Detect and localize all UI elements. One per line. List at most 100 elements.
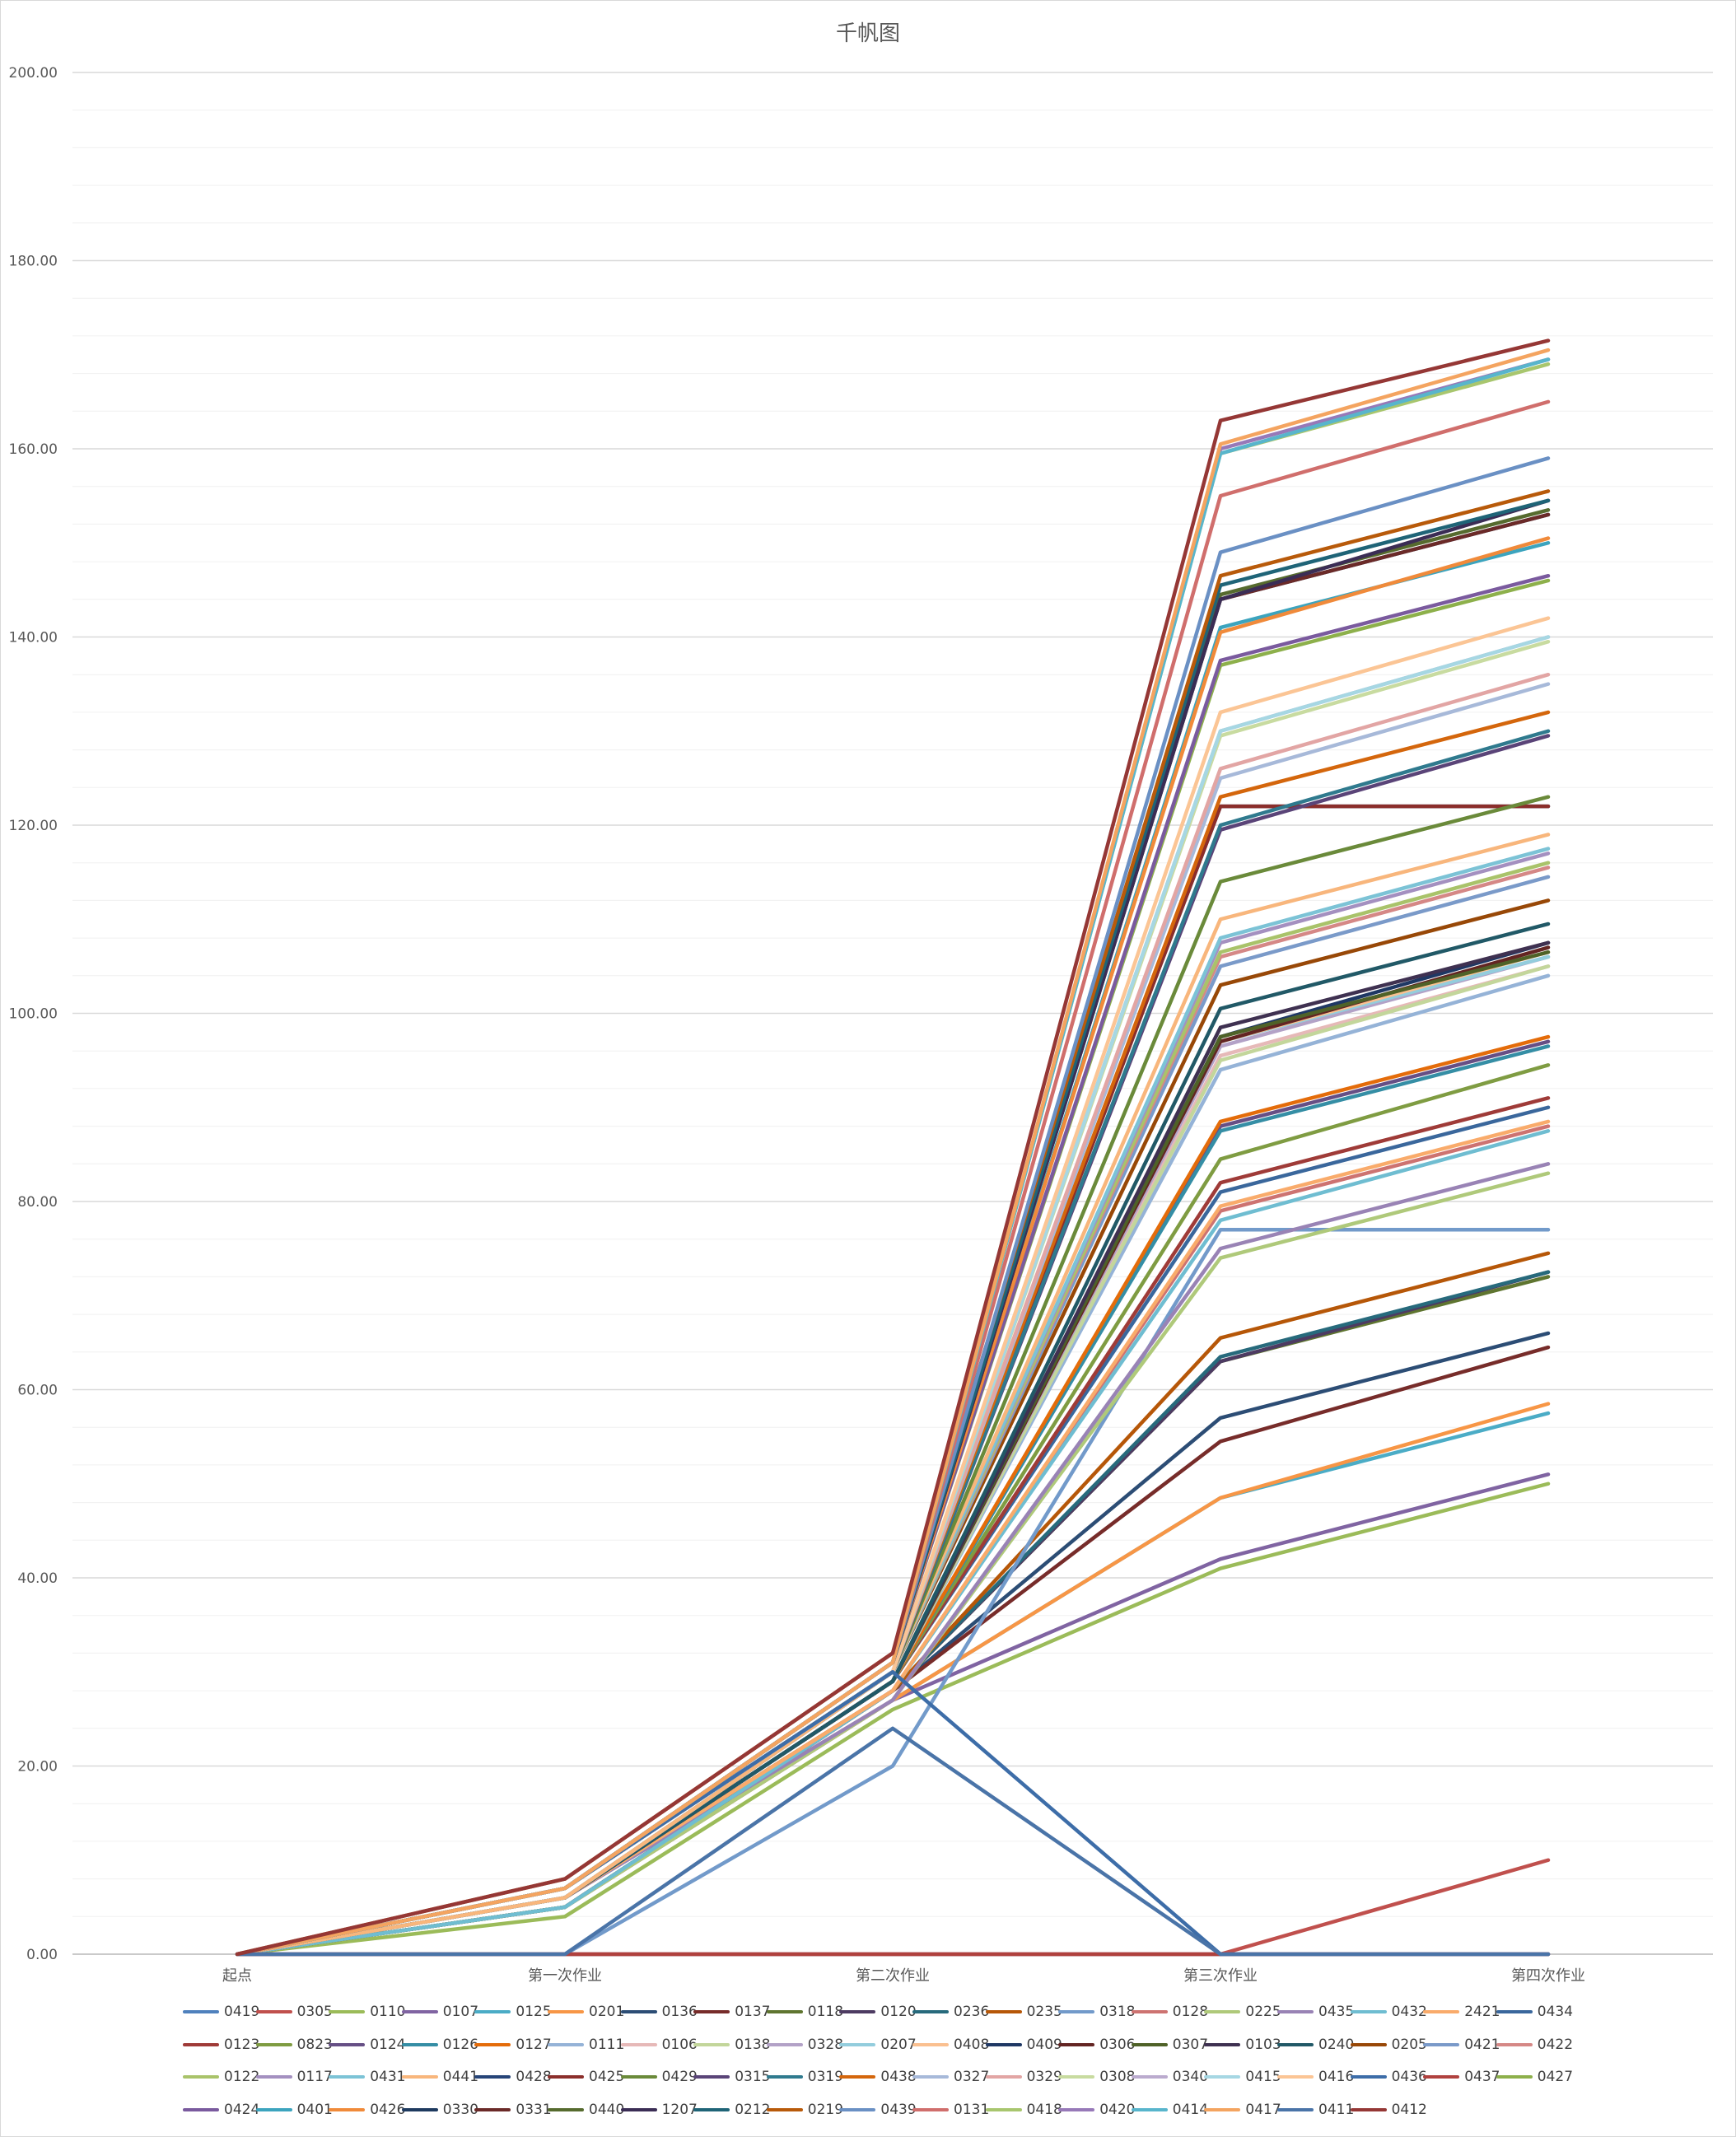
- series-line-0431: [235, 847, 1551, 1957]
- legend-swatch: [1350, 2107, 1387, 2111]
- y-tick-label: 200.00: [9, 65, 58, 82]
- legend-swatch: [1423, 2010, 1460, 2013]
- legend-item: 0340: [1131, 2065, 1209, 2089]
- legend-label: 0417: [1245, 2101, 1281, 2118]
- legend-item: 0421: [1423, 2032, 1500, 2057]
- legend-item: 0417: [1204, 2097, 1281, 2122]
- legend-item: 0106: [620, 2032, 698, 2057]
- legend-swatch: [912, 2042, 949, 2046]
- legend-label: 2421: [1464, 2004, 1500, 2020]
- legend-label: 0235: [1026, 2004, 1062, 2020]
- legend-item: 0205: [1350, 2032, 1427, 2057]
- legend-swatch: [183, 2010, 219, 2013]
- legend-label: 0434: [1537, 2004, 1574, 2020]
- line-chart: 0.00 20.00 40.00 60.00 80.00 100.00 120.00 140.…: [9, 65, 1713, 1985]
- legend-label: 0422: [1537, 2036, 1574, 2053]
- y-tick-label: 140.00: [9, 630, 58, 646]
- legend-swatch: [912, 2010, 949, 2013]
- series-line-0127: [235, 1034, 1551, 1957]
- series-line-0122: [235, 861, 1551, 1957]
- legend-swatch: [1277, 2107, 1314, 2111]
- legend-item: 0427: [1496, 2065, 1573, 2089]
- legend-item: 0126: [401, 2032, 478, 2057]
- legend-swatch: [183, 2042, 219, 2046]
- series-line-0240: [235, 922, 1551, 1957]
- legend-swatch: [1350, 2042, 1387, 2046]
- legend-label: 0118: [807, 2004, 844, 2020]
- legend-label: 0426: [370, 2101, 406, 2118]
- legend-swatch: [912, 2107, 949, 2111]
- legend-item: 0439: [839, 2097, 917, 2122]
- legend-label: 0128: [1172, 2004, 1209, 2020]
- legend-label: 0122: [224, 2069, 260, 2085]
- legend-item: 0438: [839, 2065, 917, 2089]
- legend-label: 0438: [880, 2069, 917, 2085]
- legend-item: 0401: [255, 2097, 333, 2122]
- legend-item: 0225: [1204, 1999, 1281, 2024]
- legend-item: 0823: [255, 2032, 333, 2057]
- legend-label: 0138: [735, 2036, 771, 2053]
- legend-label: 0110: [370, 2004, 406, 2020]
- series-line-0409: [235, 940, 1551, 1957]
- legend-label: 0117: [296, 2069, 333, 2085]
- series-line-0212: [235, 498, 1551, 1957]
- series-line-0428: [235, 804, 1551, 1957]
- legend-swatch: [620, 2107, 657, 2111]
- legend-item: 0138: [693, 2032, 770, 2057]
- legend-label: 0418: [1026, 2101, 1062, 2118]
- legend-label: 0201: [589, 2004, 625, 2020]
- series-line-0415: [235, 635, 1551, 1957]
- legend-swatch: [985, 2042, 1022, 2046]
- legend-item: 0428: [474, 2065, 552, 2089]
- legend-item: 0441: [401, 2065, 478, 2089]
- series-line-0401: [235, 541, 1551, 1957]
- legend-label: 0823: [296, 2036, 333, 2053]
- legend-label: 0401: [296, 2101, 333, 2118]
- legend-item: 0236: [912, 1999, 989, 2024]
- legend-label: 0432: [1391, 2004, 1427, 2020]
- series-line-0125: [235, 1411, 1551, 1957]
- legend-label: 0429: [661, 2069, 698, 2085]
- legend-label: 0327: [954, 2069, 990, 2085]
- legend-swatch: [985, 2075, 1022, 2079]
- series-line-1207: [235, 498, 1551, 1957]
- series-line-0429: [235, 795, 1551, 1957]
- legend-swatch: [1496, 2042, 1533, 2046]
- legend-item: 0327: [912, 2065, 989, 2089]
- y-tick-label: 40.00: [17, 1570, 58, 1587]
- legend-swatch: [474, 2010, 511, 2013]
- series-line-0421: [235, 875, 1551, 1957]
- legend-label: 0420: [1099, 2101, 1136, 2118]
- legend-item: 0408: [912, 2032, 989, 2057]
- legend-label: 0318: [1099, 2004, 1136, 2020]
- legend-swatch: [548, 2042, 584, 2046]
- legend-swatch: [1058, 2075, 1095, 2079]
- legend-swatch: [693, 2107, 730, 2111]
- legend-swatch: [839, 2042, 876, 2046]
- y-axis-tick-labels: 0.00 20.00 40.00 60.00 80.00 100.00 120.00 140.…: [9, 65, 58, 1963]
- legend-label: 0205: [1391, 2036, 1427, 2053]
- legend-swatch: [1131, 2107, 1168, 2111]
- y-tick-label: 20.00: [17, 1759, 58, 1775]
- legend-swatch: [1277, 2042, 1314, 2046]
- series-line-0432: [235, 1129, 1551, 1957]
- legend-swatch: [329, 2042, 366, 2046]
- legend-swatch: [401, 2075, 438, 2079]
- legend-item: 0124: [329, 2032, 405, 2057]
- chart-title: 千帆图: [835, 21, 900, 46]
- legend-swatch: [620, 2042, 657, 2046]
- legend-swatch: [766, 2042, 803, 2046]
- legend-label: 0340: [1172, 2069, 1209, 2085]
- legend-swatch: [985, 2010, 1022, 2013]
- legend-swatch: [183, 2107, 219, 2111]
- y-tick-label: 180.00: [9, 254, 58, 270]
- legend-item: 0117: [255, 2065, 333, 2089]
- legend-label: 0103: [1245, 2036, 1281, 2053]
- legend-label: 0424: [224, 2101, 260, 2118]
- series-line-0207: [235, 954, 1551, 1957]
- legend-label: 0207: [880, 2036, 917, 2053]
- x-tick-label: 第四次作业: [1511, 1967, 1585, 1985]
- legend-swatch: [912, 2075, 949, 2079]
- series-line-0411: [235, 1726, 1551, 1957]
- legend-label: 0330: [442, 2101, 479, 2118]
